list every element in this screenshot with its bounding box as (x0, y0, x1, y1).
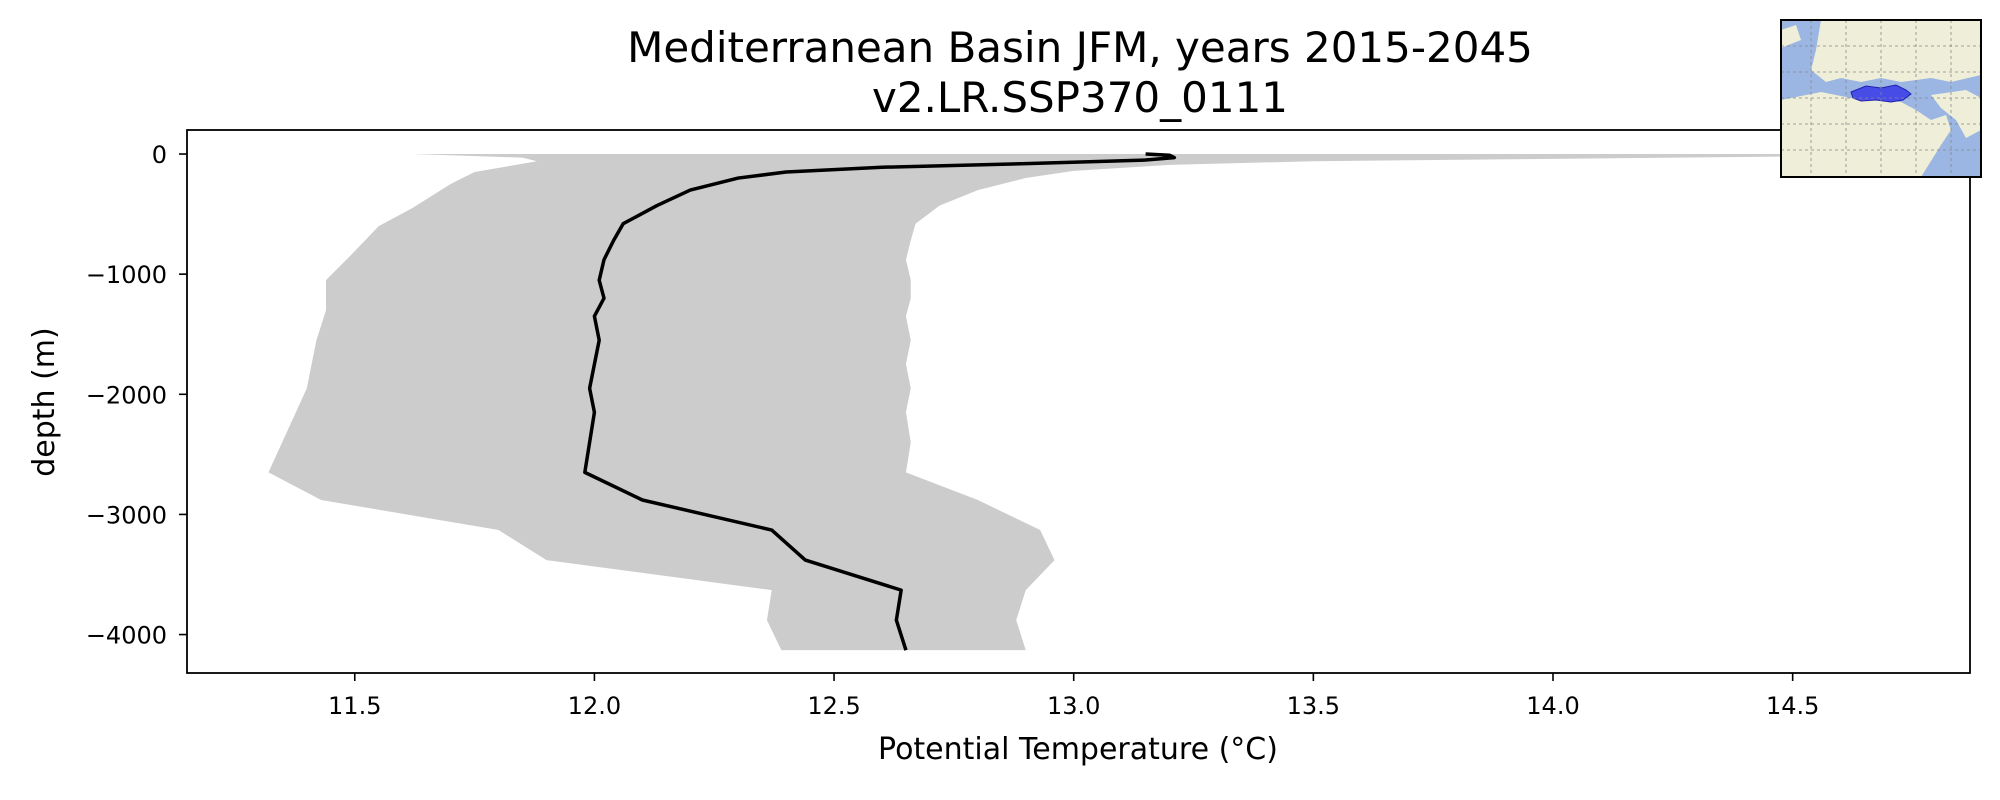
y-axis-label: depth (m) (27, 327, 62, 477)
plot-frame (186, 129, 1971, 674)
chart-title-line2: v2.LR.SSP370_0111 (872, 73, 1288, 122)
y-tick-label: −2000 (86, 381, 167, 409)
inset-map-land-africa-asia (1781, 92, 1951, 177)
y-axis-ticks: 0 −1000 −2000 −3000 −4000 (86, 141, 187, 650)
x-tick-label: 12.0 (568, 692, 621, 720)
inset-map-land-west (1781, 25, 1801, 48)
inset-map-frame (1780, 19, 1982, 178)
y-tick-label: −4000 (86, 622, 167, 650)
chart-title-line1: Mediterranean Basin JFM, years 2015-2045 (627, 23, 1533, 72)
y-tick-label: −3000 (86, 501, 167, 529)
x-axis-label: Potential Temperature (°C) (878, 732, 1278, 767)
mean-temperature-line (583, 152, 1177, 651)
x-tick-label: 12.5 (807, 692, 860, 720)
y-tick-label: 0 (152, 141, 167, 169)
inset-map-land-europe (1811, 20, 1981, 82)
temperature-range-band (268, 154, 1937, 651)
x-tick-label: 14.5 (1766, 692, 1819, 720)
inset-map-land-arabia (1931, 90, 1981, 138)
x-tick-label: 13.0 (1047, 692, 1100, 720)
x-tick-label: 11.5 (328, 692, 381, 720)
x-tick-label: 13.5 (1287, 692, 1340, 720)
inset-map-gridlines (1781, 20, 1981, 177)
inset-map (1780, 19, 1982, 178)
plot-area (268, 152, 1937, 651)
y-tick-label: −1000 (86, 261, 167, 289)
x-axis-ticks: 11.5 12.0 12.5 13.0 13.5 14.0 14.5 (328, 673, 1819, 720)
x-tick-label: 14.0 (1526, 692, 1579, 720)
